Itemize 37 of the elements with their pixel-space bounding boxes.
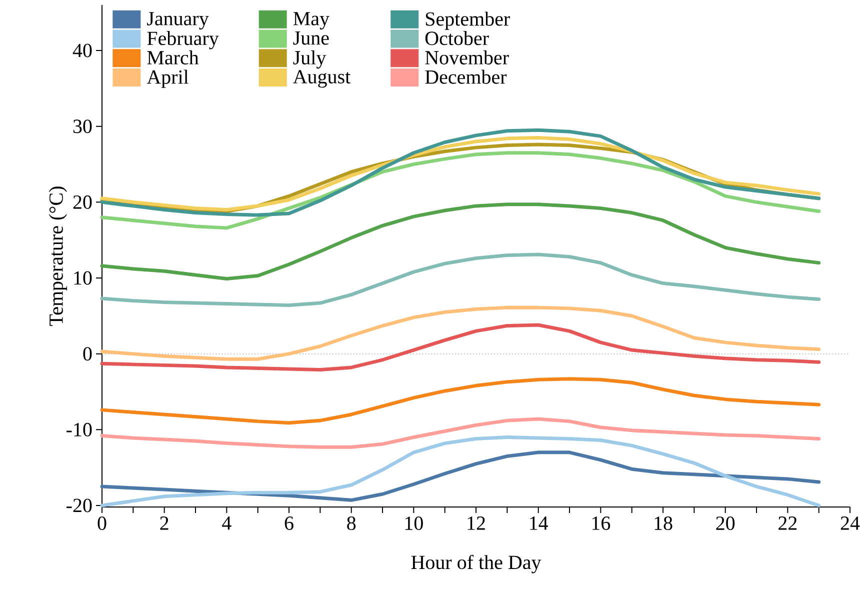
line-series bbox=[100, 202, 821, 280]
legend-label: December bbox=[425, 70, 507, 84]
legend-label: April bbox=[146, 70, 188, 88]
x-tick-label: 6 bbox=[284, 516, 294, 530]
y-tick-label: 0 bbox=[83, 347, 92, 361]
x-tick-label: 8 bbox=[347, 516, 356, 530]
legend-label: October bbox=[425, 31, 489, 46]
x-axis-title: Hour of the Day bbox=[411, 554, 542, 574]
x-tick-label: 2 bbox=[160, 516, 168, 530]
x-tick-label: 20 bbox=[716, 516, 735, 530]
legend-label: August bbox=[293, 70, 350, 88]
x-tick-label: 18 bbox=[654, 516, 672, 530]
y-tick-label: 20 bbox=[73, 195, 92, 209]
legend-label: May bbox=[293, 12, 330, 30]
legend-label: June bbox=[293, 31, 329, 45]
y-tick-label: -20 bbox=[66, 498, 92, 512]
x-tick-label: 16 bbox=[592, 516, 610, 530]
legend-label: November bbox=[425, 50, 509, 64]
x-tick-label: 0 bbox=[98, 516, 106, 530]
y-axis-title: Temperature (°C) bbox=[48, 186, 67, 326]
x-tick-label: 4 bbox=[222, 516, 232, 530]
line-series bbox=[100, 306, 821, 361]
y-tick-label: -10 bbox=[66, 422, 92, 436]
legend-label: March bbox=[147, 50, 199, 64]
x-tick-label: 10 bbox=[405, 516, 423, 530]
x-tick-label: 24 bbox=[840, 516, 860, 530]
x-tick-label: 12 bbox=[468, 516, 485, 530]
line-series bbox=[100, 377, 821, 425]
x-tick-label: 22 bbox=[778, 516, 797, 530]
y-tick-label: 10 bbox=[74, 271, 92, 285]
legend-label: September bbox=[426, 12, 510, 30]
legend-label: February bbox=[147, 31, 219, 50]
y-tick-label: 40 bbox=[72, 44, 92, 58]
x-tick-label: 14 bbox=[530, 516, 548, 530]
legend-label: January bbox=[147, 12, 209, 30]
legend-label: July bbox=[293, 50, 326, 69]
y-tick-label: 30 bbox=[73, 120, 92, 134]
